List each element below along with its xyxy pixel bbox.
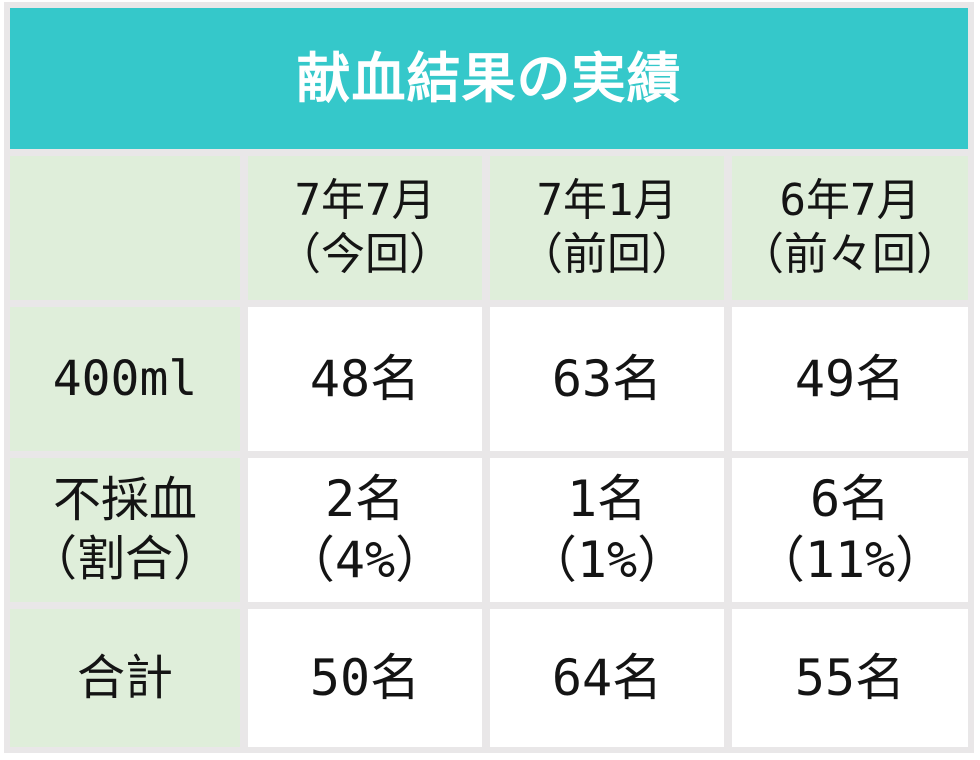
table-cell: 55名 [732,609,968,747]
cell-value-line: 1名 [566,470,648,528]
row-label-line: （割合） [28,531,221,587]
table-cell: 1名 （1%） [490,458,724,602]
column-header-line: （今回） [277,229,453,280]
column-header-previous: 7年1月 （前回） [490,156,724,300]
cell-value-line: 63名 [551,349,663,408]
cell-value-line: （11%） [754,531,946,589]
cell-value-line: 64名 [551,648,663,707]
table-title: 献血結果の実績 [10,8,968,149]
table-cell: 49名 [732,307,968,451]
table-cell: 50名 [248,609,482,747]
cell-value-line: 6名 [809,470,891,528]
column-header-before-previous: 6年7月 （前々回） [732,156,968,300]
cell-value-line: 55名 [794,648,906,707]
table-cell: 64名 [490,609,724,747]
column-header-line: 6年7月 [779,175,921,227]
column-header-current: 7年7月 （今回） [248,156,482,300]
table-cell: 63名 [490,307,724,451]
cell-value-line: （1%） [526,531,688,589]
results-table-grid: 献血結果の実績 7年7月 （今回） 7年1月 （前回） 6年7月 （前々回） 4… [10,8,968,747]
column-header-line: 7年1月 [536,175,678,227]
table-cell: 2名 （4%） [248,458,482,602]
cell-value-line: （4%） [284,531,446,589]
row-label-line: 不採血 [52,472,197,529]
row-label-400ml: 400ml [10,307,240,451]
cell-value-line: 50名 [309,648,421,707]
column-header-line: （前々回） [740,229,960,280]
results-table: 献血結果の実績 7年7月 （今回） 7年1月 （前回） 6年7月 （前々回） 4… [4,2,974,753]
cell-value-line: 49名 [794,349,906,408]
column-header-line: 7年7月 [294,175,436,227]
row-label-line: 合計 [76,649,173,706]
row-label-line: 400ml [52,350,198,407]
cell-value-line: 48名 [309,349,421,408]
table-cell: 6名 （11%） [732,458,968,602]
column-header-empty [10,156,240,300]
table-title-text: 献血結果の実績 [296,46,682,110]
column-header-line: （前回） [519,229,695,280]
table-cell: 48名 [248,307,482,451]
row-label-total: 合計 [10,609,240,747]
row-label-non-collection: 不採血 （割合） [10,458,240,602]
cell-value-line: 2名 [324,470,406,528]
